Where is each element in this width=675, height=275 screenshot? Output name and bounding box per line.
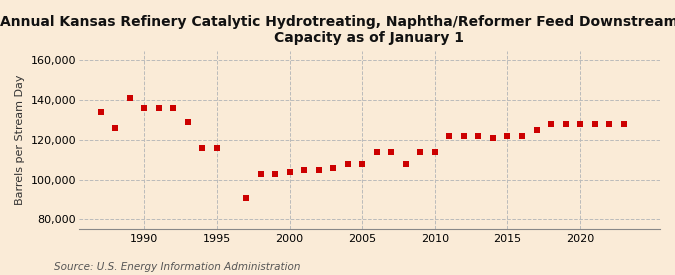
Point	[211, 146, 222, 150]
Point	[299, 167, 310, 172]
Point	[429, 150, 440, 154]
Point	[487, 136, 498, 140]
Point	[168, 106, 179, 110]
Point	[124, 96, 135, 100]
Point	[357, 162, 368, 166]
Point	[284, 169, 295, 174]
Point	[618, 122, 629, 126]
Text: Source: U.S. Energy Information Administration: Source: U.S. Energy Information Administ…	[54, 262, 300, 272]
Point	[415, 150, 426, 154]
Point	[444, 134, 455, 138]
Y-axis label: Barrels per Stream Day: Barrels per Stream Day	[15, 75, 25, 205]
Point	[197, 146, 208, 150]
Point	[371, 150, 382, 154]
Point	[473, 134, 484, 138]
Point	[182, 120, 193, 124]
Point	[269, 172, 280, 176]
Point	[560, 122, 571, 126]
Point	[502, 134, 513, 138]
Title: Annual Kansas Refinery Catalytic Hydrotreating, Naphtha/Reformer Feed Downstream: Annual Kansas Refinery Catalytic Hydrotr…	[0, 15, 675, 45]
Point	[95, 110, 106, 114]
Point	[386, 150, 397, 154]
Point	[328, 166, 339, 170]
Point	[342, 162, 353, 166]
Point	[603, 122, 614, 126]
Point	[240, 195, 251, 200]
Point	[574, 122, 585, 126]
Point	[313, 167, 324, 172]
Point	[110, 126, 121, 130]
Point	[545, 122, 556, 126]
Point	[153, 106, 164, 110]
Point	[516, 134, 527, 138]
Point	[589, 122, 600, 126]
Point	[458, 134, 469, 138]
Point	[139, 106, 150, 110]
Point	[400, 162, 411, 166]
Point	[255, 172, 266, 176]
Point	[531, 128, 542, 132]
